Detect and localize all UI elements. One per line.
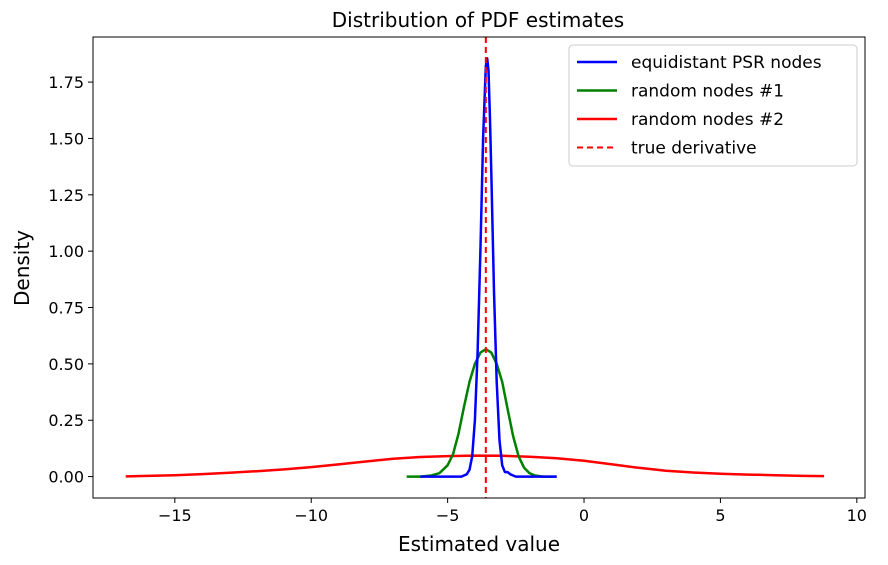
y-tick-label: 0.00: [48, 468, 84, 487]
y-tick-label: 1.00: [48, 242, 84, 261]
y-tick-label: 0.50: [48, 355, 84, 374]
x-tick-label: −10: [294, 506, 328, 525]
chart-title: Distribution of PDF estimates: [332, 8, 624, 32]
y-tick-label: 1.50: [48, 129, 84, 148]
x-tick-label: 5: [715, 506, 725, 525]
legend-label: equidistant PSR nodes: [631, 53, 822, 73]
legend-box: [568, 44, 858, 167]
y-tick-label: 0.75: [48, 299, 84, 318]
y-tick-label: 0.25: [48, 411, 84, 430]
y-tick-label: 1.75: [48, 73, 84, 92]
x-tick-label: −5: [436, 506, 460, 525]
legend-label: random nodes #2: [631, 110, 784, 130]
legend-label: random nodes #1: [631, 82, 784, 102]
y-axis-label: Density: [10, 230, 34, 306]
x-axis-label: Estimated value: [398, 532, 560, 556]
legend: equidistant PSR nodes random nodes #1 rand…: [568, 44, 858, 167]
x-tick-label: −15: [158, 506, 192, 525]
plot-frame: [92, 36, 866, 499]
series-line-3: [125, 454, 825, 478]
series-line-1: [420, 57, 557, 478]
x-tick-label: 10: [847, 506, 867, 525]
y-tick-label: 1.25: [48, 186, 84, 205]
legend-label: true derivative: [631, 139, 757, 159]
x-tick-label: 0: [579, 506, 589, 525]
